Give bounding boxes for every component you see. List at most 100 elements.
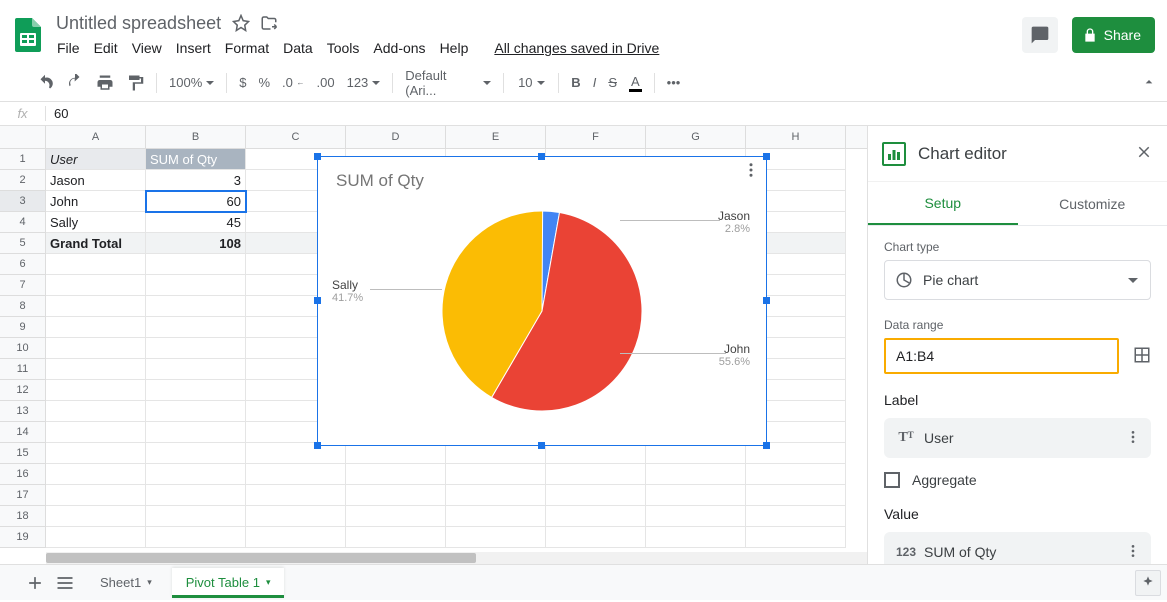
redo-button[interactable] <box>61 70 89 96</box>
italic-button[interactable]: I <box>588 71 602 94</box>
cell[interactable] <box>146 380 246 401</box>
close-sidebar-button[interactable] <box>1135 143 1153 164</box>
cell[interactable] <box>746 485 846 506</box>
cell[interactable] <box>546 464 646 485</box>
col-header-C[interactable]: C <box>246 126 346 148</box>
row-header-1[interactable]: 1 <box>0 149 46 170</box>
col-header-H[interactable]: H <box>746 126 846 148</box>
aggregate-checkbox[interactable]: Aggregate <box>884 472 1151 488</box>
row-header-17[interactable]: 17 <box>0 485 46 506</box>
cell[interactable] <box>646 506 746 527</box>
row-header-12[interactable]: 12 <box>0 380 46 401</box>
font-size-select[interactable]: 10 <box>511 71 551 94</box>
row-header-3[interactable]: 3 <box>0 191 46 212</box>
cell[interactable] <box>46 380 146 401</box>
formula-value[interactable]: 60 <box>46 106 68 121</box>
all-sheets-button[interactable] <box>50 568 80 598</box>
percent-button[interactable]: % <box>253 71 275 94</box>
cell[interactable] <box>546 485 646 506</box>
cell[interactable] <box>646 443 746 464</box>
cell[interactable] <box>46 254 146 275</box>
cell[interactable] <box>146 464 246 485</box>
chart-menu-button[interactable] <box>742 161 760 182</box>
cell[interactable] <box>746 464 846 485</box>
col-header-D[interactable]: D <box>346 126 446 148</box>
cell[interactable] <box>46 296 146 317</box>
strike-button[interactable]: S <box>603 71 622 94</box>
cell[interactable] <box>646 464 746 485</box>
menu-format[interactable]: Format <box>218 38 276 58</box>
star-icon[interactable] <box>231 13 251 33</box>
font-select[interactable]: Default (Ari... <box>400 64 496 102</box>
row-header-11[interactable]: 11 <box>0 359 46 380</box>
menu-data[interactable]: Data <box>276 38 320 58</box>
row-header-10[interactable]: 10 <box>0 338 46 359</box>
cell[interactable] <box>246 443 346 464</box>
cell[interactable] <box>146 296 246 317</box>
cell[interactable]: 60 <box>146 191 246 212</box>
value-chip[interactable]: 123 SUM of Qty <box>884 532 1151 564</box>
row-header-13[interactable]: 13 <box>0 401 46 422</box>
cell[interactable] <box>446 506 546 527</box>
bold-button[interactable]: B <box>566 71 585 94</box>
cell[interactable]: 3 <box>146 170 246 191</box>
row-header-7[interactable]: 7 <box>0 275 46 296</box>
comments-button[interactable] <box>1022 17 1058 53</box>
col-header-A[interactable]: A <box>46 126 146 148</box>
cell[interactable] <box>46 275 146 296</box>
tab-setup[interactable]: Setup <box>868 182 1018 225</box>
menu-edit[interactable]: Edit <box>87 38 125 58</box>
cell[interactable] <box>46 506 146 527</box>
more-toolbar-button[interactable]: ••• <box>662 71 686 94</box>
doc-title[interactable]: Untitled spreadsheet <box>50 13 227 34</box>
cell[interactable] <box>346 443 446 464</box>
increase-decimal-button[interactable]: .00 <box>312 71 340 94</box>
undo-button[interactable] <box>31 70 59 96</box>
cell[interactable] <box>146 422 246 443</box>
sheets-logo[interactable] <box>8 15 48 55</box>
cell[interactable] <box>346 506 446 527</box>
cell[interactable]: 45 <box>146 212 246 233</box>
cell[interactable] <box>46 338 146 359</box>
cell[interactable] <box>146 254 246 275</box>
cell[interactable] <box>146 527 246 548</box>
cell[interactable] <box>146 338 246 359</box>
cell[interactable]: Sally <box>46 212 146 233</box>
cell[interactable] <box>146 485 246 506</box>
cell[interactable] <box>246 506 346 527</box>
share-button[interactable]: Share <box>1072 17 1155 53</box>
cell[interactable] <box>46 317 146 338</box>
menu-view[interactable]: View <box>125 38 169 58</box>
cell[interactable] <box>446 443 546 464</box>
cell[interactable] <box>346 485 446 506</box>
tab-customize[interactable]: Customize <box>1018 182 1167 225</box>
cell[interactable] <box>446 464 546 485</box>
cell[interactable] <box>546 527 646 548</box>
select-all-cell[interactable] <box>0 126 46 148</box>
select-range-button[interactable] <box>1133 346 1151 367</box>
explore-button[interactable] <box>1135 570 1161 596</box>
cell[interactable] <box>646 485 746 506</box>
row-header-15[interactable]: 15 <box>0 443 46 464</box>
row-header-9[interactable]: 9 <box>0 317 46 338</box>
cell[interactable] <box>546 506 646 527</box>
cell[interactable]: John <box>46 191 146 212</box>
embedded-chart[interactable]: SUM of Qty Jason2.8% John55.6% Sally41.7… <box>317 156 767 446</box>
data-range-input[interactable]: A1:B4 <box>884 338 1119 374</box>
row-header-4[interactable]: 4 <box>0 212 46 233</box>
menu-add-ons[interactable]: Add-ons <box>366 38 432 58</box>
cell[interactable] <box>46 359 146 380</box>
collapse-toolbar-button[interactable] <box>1141 74 1157 93</box>
chart-type-select[interactable]: Pie chart <box>884 260 1151 300</box>
add-sheet-button[interactable] <box>20 568 50 598</box>
cell[interactable] <box>46 401 146 422</box>
cell[interactable] <box>746 443 846 464</box>
row-header-2[interactable]: 2 <box>0 170 46 191</box>
cell[interactable] <box>246 527 346 548</box>
cell[interactable]: SUM of Qty <box>146 149 246 170</box>
number-format-select[interactable]: 123 <box>342 71 386 94</box>
col-header-G[interactable]: G <box>646 126 746 148</box>
save-status[interactable]: All changes saved in Drive <box>487 38 666 58</box>
row-header-18[interactable]: 18 <box>0 506 46 527</box>
label-chip[interactable]: TT User <box>884 418 1151 458</box>
